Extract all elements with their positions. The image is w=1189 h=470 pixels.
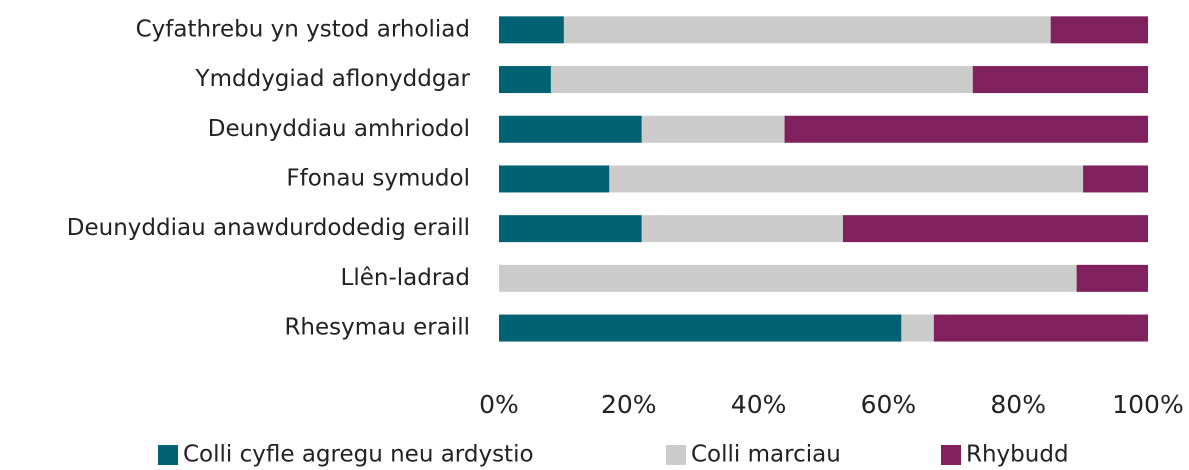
bar-segment (499, 165, 610, 193)
category-label: Deunyddiau amhriodol (208, 116, 470, 142)
bar-segment (499, 66, 551, 94)
bar-segment (901, 314, 934, 342)
bar-segment (499, 215, 642, 243)
bar-segment (563, 16, 1051, 44)
bar-segment (784, 115, 1148, 143)
bar-segment (499, 314, 902, 342)
legend-swatch (666, 445, 686, 465)
bar-segment (499, 16, 564, 44)
category-label: Ymddygiad aflonyddgar (195, 66, 471, 92)
bar-segment (499, 115, 642, 143)
x-tick-label: 60% (861, 390, 917, 419)
legend-label: Rhybudd (966, 442, 1069, 468)
bar-segment (1076, 264, 1148, 292)
bar-segment (641, 215, 843, 243)
bar-segment (1050, 16, 1148, 44)
x-tick-label: 40% (731, 390, 787, 419)
bar-segment (842, 215, 1148, 243)
bar-segment (609, 165, 1084, 193)
bar-segment (1083, 165, 1148, 193)
bar-segment (933, 314, 1148, 342)
category-label: Ffonau symudol (286, 165, 470, 191)
legend-swatch (158, 445, 178, 465)
bar-segment (550, 66, 973, 94)
legend-label: Colli cyfle agregu neu ardystio (183, 442, 534, 468)
category-label: Deunyddiau anawdurdodedig eraill (67, 215, 470, 241)
legend-swatch (941, 445, 961, 465)
x-tick-label: 80% (990, 390, 1046, 419)
x-tick-label: 100% (1112, 390, 1183, 419)
category-label: Cyfathrebu yn ystod arholiad (136, 16, 470, 42)
bar-segment (972, 66, 1148, 94)
legend-label: Colli marciau (691, 442, 841, 468)
bar-segment (499, 264, 1077, 292)
x-tick-label: 20% (601, 390, 657, 419)
category-label: Llên-ladrad (341, 265, 470, 291)
category-label: Rhesymau eraill (284, 315, 470, 341)
x-tick-label: 0% (479, 390, 519, 419)
bar-segment (641, 115, 785, 143)
